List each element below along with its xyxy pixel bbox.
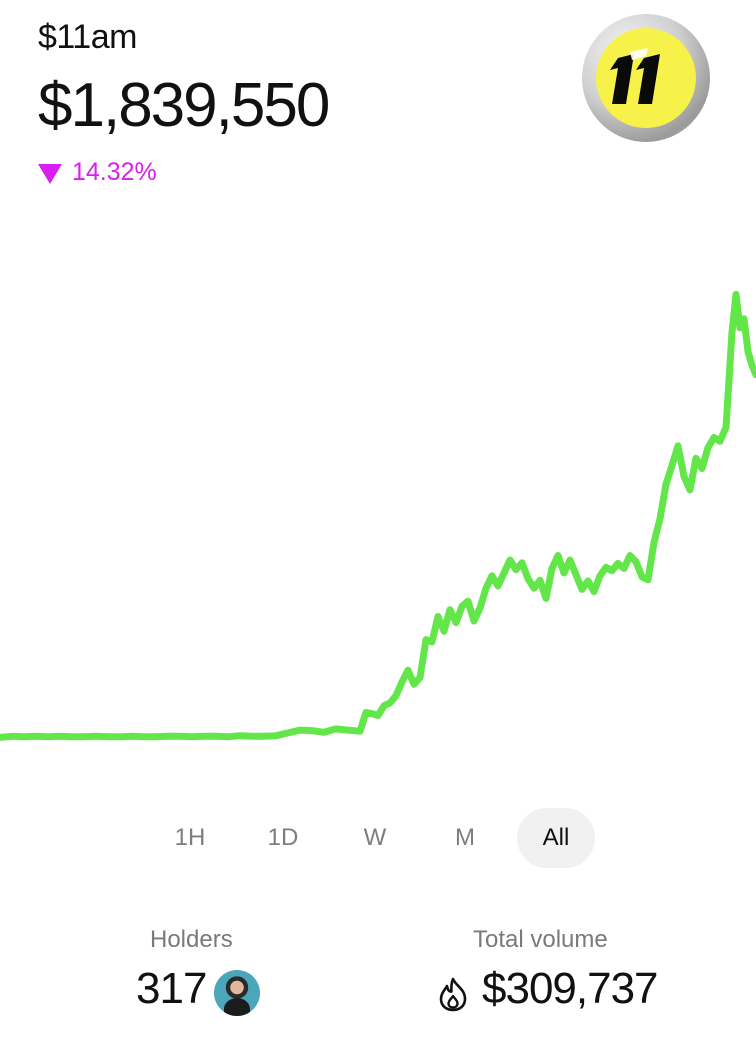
range-all[interactable]: All <box>517 808 595 868</box>
range-1h[interactable]: 1H <box>174 824 206 851</box>
holder-avatar[interactable] <box>214 970 260 1016</box>
down-triangle-icon <box>38 163 62 184</box>
total-volume-label: Total volume <box>473 926 608 953</box>
price-value: $1,839,550 <box>38 71 330 140</box>
holders-label: Holders <box>150 926 233 953</box>
flame-icon <box>439 977 467 1012</box>
time-range-selector: 1H 1D W M All <box>150 808 610 868</box>
range-w[interactable]: W <box>363 824 387 851</box>
price-change-percent: 14.32% <box>72 158 157 186</box>
price-change: 14.32% <box>38 158 157 187</box>
range-1d[interactable]: 1D <box>267 824 299 851</box>
ticker-symbol: $11am <box>38 18 137 56</box>
price-line <box>0 290 756 741</box>
range-m[interactable]: M <box>455 824 475 851</box>
holders-count[interactable]: 317 <box>136 964 207 1013</box>
price-chart <box>0 290 756 741</box>
number-11-badge-icon <box>610 48 660 104</box>
total-volume-value: $309,737 <box>482 964 659 1013</box>
token-logo[interactable] <box>582 14 710 142</box>
